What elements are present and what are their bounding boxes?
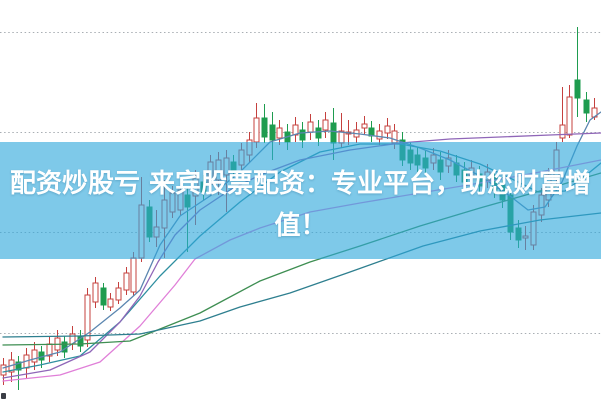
candle-down xyxy=(261,117,268,138)
candle-down xyxy=(269,124,276,141)
candle-down xyxy=(100,287,107,306)
candle-up xyxy=(84,294,91,341)
candle-down xyxy=(583,99,590,114)
ad-banner-text-line2: 值！ xyxy=(274,211,327,241)
candle-up xyxy=(130,257,137,293)
candle-up xyxy=(92,282,99,303)
candle-down xyxy=(299,129,306,141)
candle-down xyxy=(315,127,322,139)
candle-up xyxy=(307,121,314,133)
candle-up xyxy=(115,287,122,301)
candle-up xyxy=(566,96,573,136)
candle-up xyxy=(107,298,114,308)
candle-up xyxy=(276,127,283,139)
candle-down xyxy=(15,361,22,371)
candle-up xyxy=(559,124,566,139)
candle-up xyxy=(253,117,260,143)
candle-up xyxy=(384,125,391,134)
candle-up xyxy=(376,130,383,140)
candle-down xyxy=(330,122,337,144)
candle-up xyxy=(123,272,130,291)
candle-down xyxy=(574,79,581,99)
ad-banner-overlay: 配资炒股亏 来宾股票配资：专业平台，助您财富增 值！ xyxy=(0,142,601,259)
candle-up xyxy=(322,119,329,131)
candle-up xyxy=(0,364,7,376)
corner-artifact-mark xyxy=(1,393,6,399)
ad-banner-text-line1: 配资炒股亏 来宾股票配资：专业平台，助您财富增 xyxy=(9,169,592,199)
candle-up xyxy=(361,123,368,129)
candle-up xyxy=(31,349,38,363)
